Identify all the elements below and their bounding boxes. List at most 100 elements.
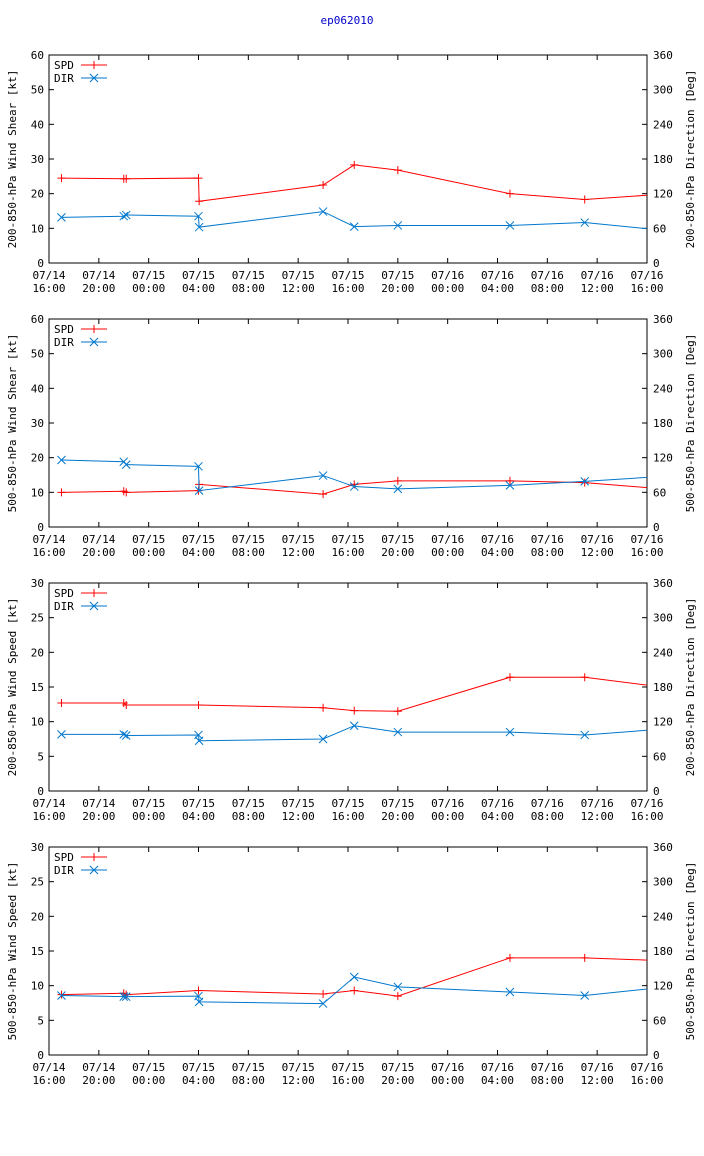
x-tick-label-time: 20:00 (381, 282, 414, 295)
x-tick-label-date: 07/16 (581, 269, 614, 282)
x-tick-label-date: 07/15 (132, 269, 165, 282)
data-point-dir (393, 221, 403, 230)
data-point-dir (57, 213, 66, 222)
y-tick-label: 10 (31, 716, 44, 729)
data-point-spd (580, 953, 589, 962)
x-tick-label-time: 00:00 (431, 546, 464, 559)
y2-tick-label: 60 (653, 750, 666, 763)
series-spd-line (61, 164, 647, 202)
x-tick-label-date: 07/15 (282, 1061, 315, 1074)
y2-axis-label: 200-850-hPa Direction [Deg] (684, 70, 697, 249)
data-point-dir (119, 211, 129, 221)
series-dir-line (61, 976, 647, 1005)
y2-tick-label: 300 (653, 876, 673, 889)
legend-label-spd: SPD (54, 587, 74, 600)
x-tick-label-date: 07/15 (182, 269, 215, 282)
x-tick-label-date: 07/15 (381, 533, 414, 546)
x-tick-label-time: 16:00 (32, 1074, 65, 1087)
data-point-spd (195, 197, 204, 206)
x-tick-label-time: 12:00 (282, 1074, 315, 1087)
y-tick-label: 5 (37, 750, 44, 763)
y2-tick-label: 120 (653, 452, 673, 465)
y-tick-label: 0 (37, 1049, 44, 1062)
x-tick-label-time: 12:00 (581, 546, 614, 559)
x-tick-label-date: 07/16 (531, 797, 564, 810)
x-tick-label-date: 07/15 (132, 1061, 165, 1074)
series-spd (57, 476, 647, 499)
x-tick-label-time: 16:00 (32, 810, 65, 823)
data-point-dir (194, 486, 204, 495)
legend-label-spd: SPD (54, 323, 74, 336)
y-tick-label: 20 (31, 188, 44, 201)
data-point-dir (194, 211, 203, 221)
data-point-dir (580, 991, 590, 1000)
y2-tick-label: 0 (653, 521, 660, 534)
x-tick-label-date: 07/15 (381, 1061, 414, 1074)
x-tick-label-time: 04:00 (182, 546, 215, 559)
y2-axis-label: 500-850-hPa Direction [Deg] (684, 334, 697, 513)
data-point-spd (194, 701, 203, 710)
x-tick-label-time: 08:00 (232, 1074, 265, 1087)
y2-tick-label: 240 (653, 118, 673, 131)
x-tick-label-time: 04:00 (182, 1074, 215, 1087)
y-tick-label: 20 (31, 452, 44, 465)
x-tick-label-date: 07/16 (531, 1061, 564, 1074)
y-tick-label: 5 (37, 1014, 44, 1027)
x-tick-label-time: 08:00 (531, 282, 564, 295)
y2-tick-label: 0 (653, 785, 660, 798)
chart-2: 010203040506006012018024030036007/1416:0… (6, 313, 697, 559)
y2-tick-label: 120 (653, 188, 673, 201)
series-dir (57, 972, 647, 1008)
plot-frame (48, 54, 648, 264)
x-tick-label-time: 12:00 (581, 810, 614, 823)
data-point-dir (194, 736, 204, 746)
page-title: ep062010 (321, 14, 374, 27)
legend-label-dir: DIR (54, 72, 74, 85)
y2-tick-label: 240 (653, 910, 673, 923)
data-point-dir (580, 477, 590, 486)
data-point-dir (349, 482, 359, 491)
x-tick-label-time: 04:00 (481, 282, 514, 295)
legend-marker-spd (90, 853, 98, 861)
y2-axis-label: 200-850-hPa Direction [Deg] (684, 598, 697, 777)
y-tick-label: 30 (31, 417, 44, 430)
y-tick-label: 20 (31, 910, 44, 923)
y-axis-label: 500-850-hPa Wind Shear [kt] (6, 334, 19, 513)
y-tick-label: 30 (31, 153, 44, 166)
x-tick-label-time: 08:00 (531, 546, 564, 559)
y-tick-label: 15 (31, 681, 44, 694)
legend-marker-dir (89, 337, 99, 347)
x-tick-label-time: 00:00 (431, 1074, 464, 1087)
x-tick-label-date: 07/15 (132, 797, 165, 810)
y2-tick-label: 120 (653, 980, 673, 993)
data-point-dir (505, 727, 515, 737)
data-point-spd (580, 673, 589, 682)
chart-3: 05101520253006012018024030036007/1416:00… (6, 577, 697, 823)
data-point-spd (505, 189, 514, 198)
x-tick-label-date: 07/15 (381, 269, 414, 282)
x-tick-label-time: 08:00 (531, 810, 564, 823)
x-tick-label-date: 07/16 (431, 533, 464, 546)
x-tick-label-time: 04:00 (481, 546, 514, 559)
series-spd-line (61, 676, 647, 712)
x-tick-label-date: 07/16 (531, 269, 564, 282)
y-tick-label: 25 (31, 612, 44, 625)
y-axis-label: 200-850-hPa Wind Shear [kt] (6, 70, 19, 249)
legend-marker-dir (89, 601, 99, 611)
x-tick-label-date: 07/16 (630, 533, 663, 546)
data-point-spd (350, 706, 359, 715)
data-point-dir (505, 221, 515, 230)
x-tick-label-time: 12:00 (282, 810, 315, 823)
x-tick-label-date: 07/15 (232, 1061, 265, 1074)
x-tick-label-time: 08:00 (232, 282, 265, 295)
chart-1: 010203040506006012018024030036007/1416:0… (6, 49, 697, 295)
legend-label-dir: DIR (54, 864, 74, 877)
data-point-dir (580, 730, 590, 740)
data-point-spd (194, 174, 203, 183)
x-tick-label-date: 07/14 (82, 797, 115, 810)
x-tick-label-date: 07/15 (282, 797, 315, 810)
series-spd-line (61, 480, 647, 495)
x-tick-label-time: 16:00 (331, 546, 364, 559)
y-axis-label: 500-850-hPa Wind Speed [kt] (6, 862, 19, 1041)
